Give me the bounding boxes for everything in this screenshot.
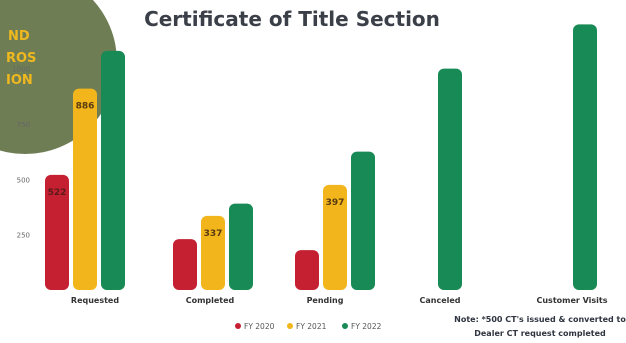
- bar-completed-fy2021: [201, 215, 225, 290]
- y-tick-label: 250: [17, 232, 30, 240]
- bar-requested-fy2021: [73, 88, 97, 290]
- bar-canceled-fy2022: [438, 68, 462, 290]
- legend-swatch: [342, 323, 348, 329]
- badge-line-2: ROS: [6, 51, 36, 66]
- badge-line-3: ION: [6, 73, 33, 88]
- legend-swatch: [287, 323, 293, 329]
- badge-line-1: ND: [8, 29, 30, 44]
- bar-completed-fy2020: [173, 239, 197, 290]
- bar-labels-group: 522 886 337 397: [48, 102, 345, 239]
- y-tick-label: 750: [17, 121, 30, 129]
- bar-requested-fy2020: [45, 174, 69, 290]
- category-label: Canceled: [419, 296, 460, 305]
- y-tick-label: 1000: [12, 66, 30, 74]
- section-badge: ND ROS ION: [0, 0, 117, 154]
- legend-label: FY 2022: [351, 322, 382, 331]
- legend: FY 2020 FY 2021 FY 2022: [235, 322, 382, 331]
- note-line-2: Dealer CT request completed: [474, 329, 606, 338]
- legend-label: FY 2021: [296, 322, 327, 331]
- bar-value-label: 337: [204, 229, 223, 239]
- bar-requested-fy2022: [101, 50, 125, 290]
- category-labels: Requested Completed Pending Canceled Custome…: [71, 296, 608, 305]
- bar-value-label: 397: [326, 198, 345, 208]
- bar-pending-fy2022: [351, 151, 375, 290]
- bar-customer-visits-fy2022: [573, 24, 597, 291]
- y-tick-label: 500: [17, 176, 30, 184]
- bar-value-label: 886: [76, 102, 95, 112]
- chart-title: Certificate of Title Section: [144, 7, 440, 31]
- note-line-1: Note: *500 CT's issued & converted to: [454, 315, 626, 324]
- bars-group: [45, 24, 597, 291]
- bar-value-label: 522: [48, 188, 67, 198]
- y-axis-ticks: 250 500 750 1000: [12, 66, 30, 240]
- bar-completed-fy2022: [229, 203, 253, 290]
- legend-label: FY 2020: [244, 322, 275, 331]
- bar-pending-fy2020: [295, 250, 319, 290]
- category-label: Completed: [186, 296, 235, 305]
- bar-pending-fy2021: [323, 184, 347, 290]
- category-label: Customer Visits: [536, 296, 607, 305]
- category-label: Pending: [307, 296, 344, 305]
- legend-swatch: [235, 323, 241, 329]
- category-label: Requested: [71, 296, 119, 305]
